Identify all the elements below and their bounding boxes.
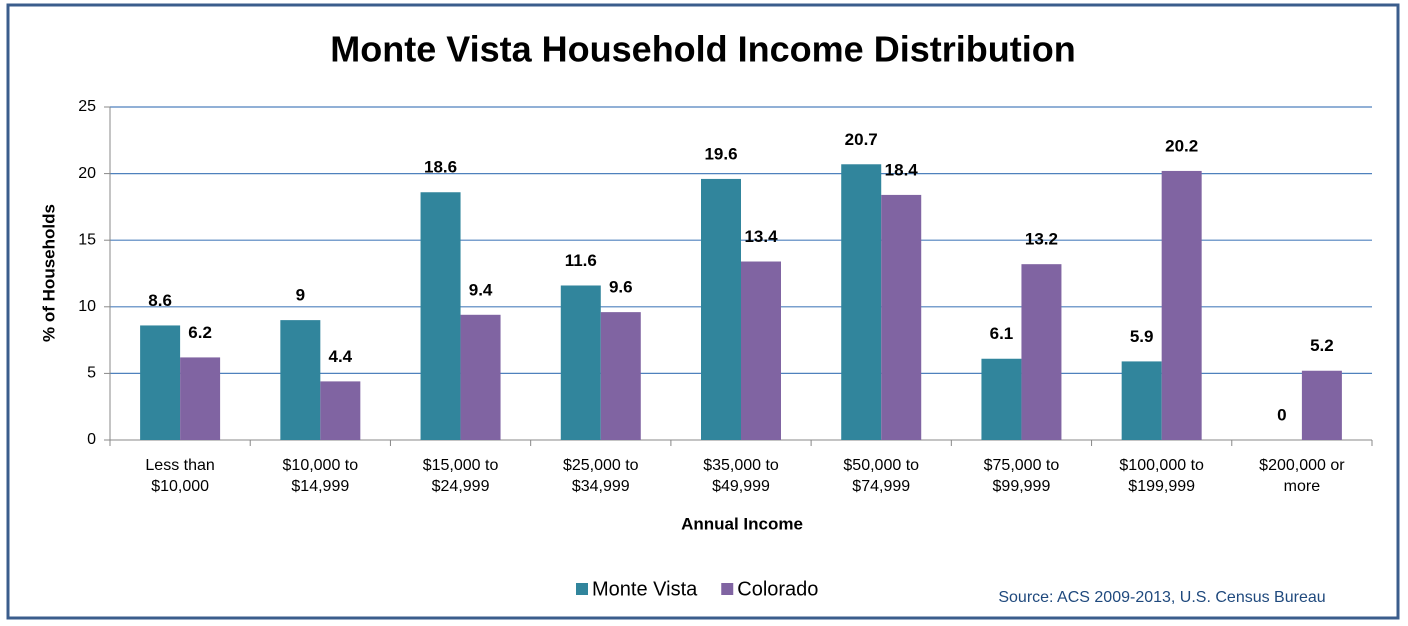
bar — [600, 312, 641, 440]
x-tick-label: more — [1284, 478, 1321, 495]
data-label: 18.4 — [885, 160, 919, 179]
bar — [560, 285, 601, 440]
bar — [881, 194, 922, 440]
legend-swatch — [576, 583, 588, 595]
bar — [420, 192, 461, 440]
x-tick-label: $10,000 — [151, 478, 209, 495]
bar — [140, 325, 181, 440]
bar — [701, 178, 741, 441]
y-axis-title: % of Households — [39, 204, 58, 342]
y-tick-label: 15 — [78, 231, 96, 248]
legend-swatch — [721, 583, 734, 595]
x-tick-label: $199,999 — [1128, 478, 1195, 495]
x-tick-label: $34,999 — [572, 478, 630, 495]
legend-label: Colorado — [737, 578, 818, 600]
x-tick-label: $25,000 to — [563, 457, 639, 474]
x-tick-label: Less than — [145, 457, 214, 474]
data-label: 5.9 — [1130, 327, 1154, 346]
data-label: 19.6 — [704, 144, 737, 163]
x-tick-label: $100,000 to — [1119, 457, 1204, 474]
data-label: 9 — [296, 286, 305, 305]
data-label: 20.2 — [1165, 136, 1198, 155]
data-label: 9.6 — [609, 278, 633, 297]
chart-title: Monte Vista Household Income Distributio… — [330, 29, 1075, 70]
data-label: 8.6 — [148, 291, 172, 310]
data-label: 0 — [1277, 405, 1286, 424]
data-label: 18.6 — [424, 158, 457, 177]
bar — [1301, 370, 1342, 440]
x-tick-label: $49,999 — [712, 478, 770, 495]
data-label: 20.7 — [845, 130, 878, 149]
bar — [460, 314, 501, 440]
legend-label: Monte Vista — [592, 578, 698, 600]
x-tick-label: $75,000 to — [984, 457, 1060, 474]
data-label: 4.4 — [329, 347, 353, 366]
bar — [280, 320, 321, 440]
x-tick-label: $50,000 to — [843, 457, 919, 474]
y-tick-label: 25 — [78, 98, 96, 115]
x-tick-label: $10,000 to — [283, 457, 359, 474]
bar — [180, 357, 221, 440]
data-label: 6.1 — [990, 324, 1014, 343]
data-label: 13.2 — [1025, 230, 1058, 249]
x-tick-label: $14,999 — [291, 478, 349, 495]
x-tick-label: $200,000 or — [1259, 457, 1345, 474]
data-label: 13.4 — [744, 227, 778, 246]
data-label: 11.6 — [565, 251, 597, 270]
data-label: 9.4 — [469, 280, 493, 299]
y-tick-label: 0 — [87, 431, 96, 448]
x-tick-label: $99,999 — [993, 478, 1051, 495]
data-label: 5.2 — [1310, 336, 1334, 355]
bar — [1021, 264, 1062, 440]
bar — [741, 261, 781, 440]
data-label: 6.2 — [188, 323, 212, 342]
x-tick-label: $15,000 to — [423, 457, 499, 474]
bar — [320, 381, 361, 440]
y-tick-label: 20 — [78, 165, 96, 182]
x-tick-label: $35,000 to — [703, 457, 779, 474]
x-tick-label: $24,999 — [432, 478, 490, 495]
x-axis-title: Annual Income — [681, 514, 803, 533]
x-tick-label: $74,999 — [852, 478, 910, 495]
y-tick-label: 5 — [87, 365, 96, 382]
bar — [1121, 361, 1162, 440]
bar — [1161, 170, 1202, 440]
bar — [841, 164, 882, 440]
y-tick-label: 10 — [78, 298, 96, 315]
bar — [981, 358, 1022, 440]
source-note: Source: ACS 2009-2013, U.S. Census Burea… — [998, 589, 1325, 606]
